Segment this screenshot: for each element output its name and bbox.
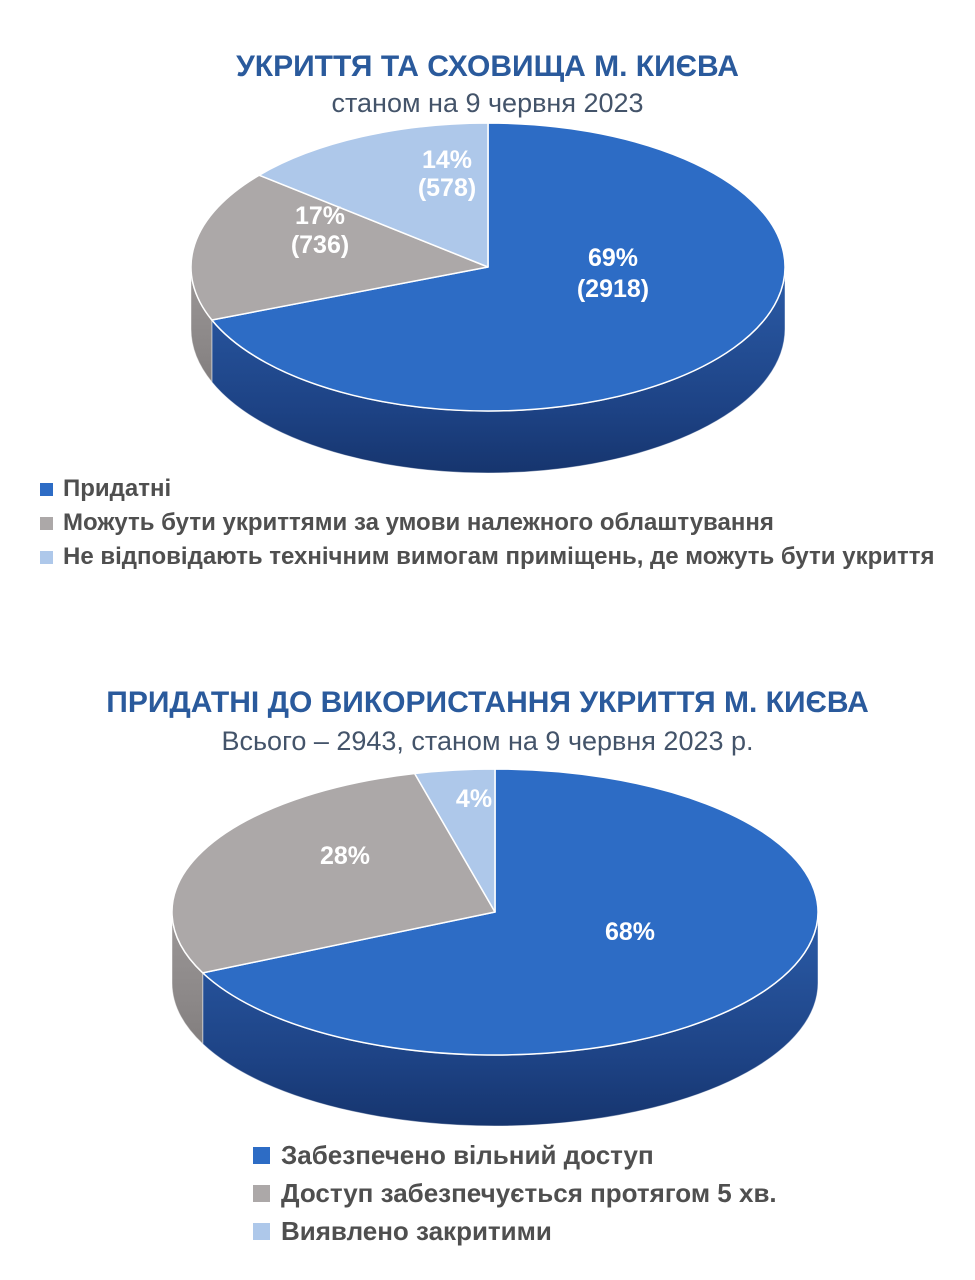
svg-text:(2918): (2918) [577, 275, 649, 303]
svg-text:4%: 4% [456, 785, 492, 813]
legend-label: Забезпечено вільний доступ [281, 1139, 654, 1170]
svg-text:17%: 17% [295, 202, 345, 230]
chart2-title: ПРИДАТНІ ДО ВИКОРИСТАННЯ УКРИТТЯ М. КИЄВ… [106, 686, 869, 719]
legend-item: Забезпечено вільний доступ [253, 1136, 777, 1174]
legend-label: Виявлено закритими [281, 1215, 552, 1246]
svg-text:(736): (736) [291, 231, 349, 259]
legend-item: Придатні [40, 472, 935, 506]
legend-swatch-gray [253, 1184, 270, 1202]
legend-swatch-lightblue [40, 550, 53, 564]
svg-text:68%: 68% [605, 918, 655, 946]
svg-text:14%: 14% [422, 146, 472, 174]
legend-swatch-gray [40, 516, 53, 530]
legend-item: Виявлено закритими [253, 1212, 777, 1250]
legend-1: Придатні Можуть бути укриттями за умови … [40, 472, 935, 574]
legend-item: Можуть бути укриттями за умови належного… [40, 506, 935, 540]
legend-item: Доступ забезпечується протягом 5 хв. [253, 1174, 777, 1212]
chart1-subtitle: станом на 9 червня 2023 [331, 88, 644, 118]
legend-label: Не відповідають технічним вимогам приміщ… [63, 543, 935, 570]
svg-text:69%: 69% [588, 244, 638, 272]
legend-swatch-blue [40, 482, 53, 496]
legend-item: Не відповідають технічним вимогам приміщ… [40, 540, 935, 574]
svg-text:28%: 28% [320, 842, 370, 870]
legend-swatch-blue [253, 1146, 270, 1164]
legend-label: Придатні [63, 475, 172, 502]
pie-chart-1: 69% (2918) 17%(736) 14%(578) [190, 122, 786, 474]
chart1-title: УКРИТТЯ ТА СХОВИЩА М. КИЄВА [236, 50, 739, 83]
svg-text:(578): (578) [418, 174, 476, 202]
legend-label: Можуть бути укриттями за умови належного… [63, 509, 774, 536]
legend-swatch-lightblue [253, 1222, 270, 1240]
legend-2: Забезпечено вільний доступ Доступ забезп… [253, 1136, 777, 1250]
legend-label: Доступ забезпечується протягом 5 хв. [281, 1177, 777, 1208]
chart2-subtitle: Всього – 2943, станом на 9 червня 2023 р… [221, 726, 754, 756]
pie-chart-2: 68% 28% 4% [171, 768, 819, 1127]
